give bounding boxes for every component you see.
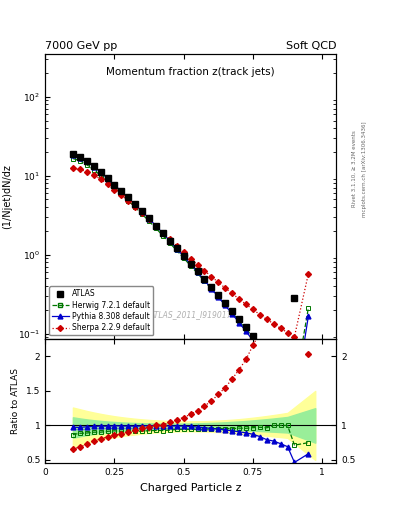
Legend: ATLAS, Herwig 7.2.1 default, Pythia 8.308 default, Sherpa 2.2.9 default: ATLAS, Herwig 7.2.1 default, Pythia 8.30… <box>49 286 153 335</box>
Text: 7000 GeV pp: 7000 GeV pp <box>45 41 118 51</box>
Text: mcplots.cern.ch [arXiv:1306.3436]: mcplots.cern.ch [arXiv:1306.3436] <box>362 121 367 217</box>
Y-axis label: Ratio to ATLAS: Ratio to ATLAS <box>11 368 20 434</box>
Text: Momentum fraction z(track jets): Momentum fraction z(track jets) <box>106 67 275 77</box>
Y-axis label: (1/Njet)dN/dz: (1/Njet)dN/dz <box>2 164 13 229</box>
Text: ATLAS_2011_I919017: ATLAS_2011_I919017 <box>149 310 232 319</box>
Text: Soft QCD: Soft QCD <box>286 41 336 51</box>
Text: Rivet 3.1.10, ≥ 3.2M events: Rivet 3.1.10, ≥ 3.2M events <box>352 131 357 207</box>
X-axis label: Charged Particle z: Charged Particle z <box>140 483 241 493</box>
